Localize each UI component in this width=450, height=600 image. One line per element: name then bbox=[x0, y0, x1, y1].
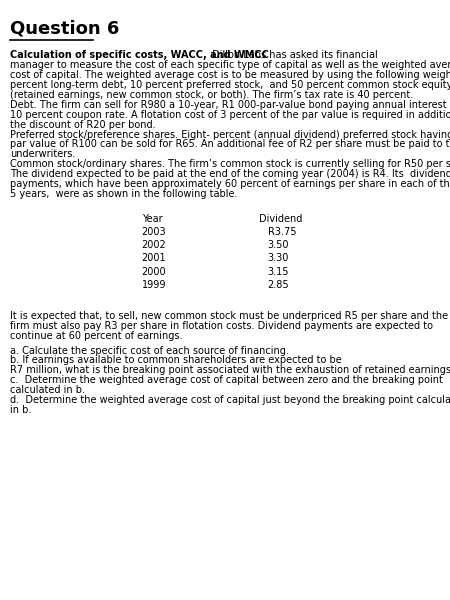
Text: 2003: 2003 bbox=[142, 227, 166, 237]
Text: Question 6: Question 6 bbox=[10, 19, 119, 37]
Text: It is expected that, to sell, new common stock must be underpriced R5 per share : It is expected that, to sell, new common… bbox=[10, 311, 448, 321]
Text: (retained earnings, new common stock, or both). The firm’s tax rate is 40 percen: (retained earnings, new common stock, or… bbox=[10, 90, 413, 100]
Text: Dividend: Dividend bbox=[259, 214, 302, 224]
Text: Preferred stock/preference shares. Eight- percent (annual dividend) preferred st: Preferred stock/preference shares. Eight… bbox=[10, 130, 450, 140]
Text: 2.85: 2.85 bbox=[268, 280, 289, 290]
Text: 2001: 2001 bbox=[142, 253, 166, 263]
Text: 2002: 2002 bbox=[142, 240, 166, 250]
Text: firm must also pay R3 per share in flotation costs. Dividend payments are expect: firm must also pay R3 per share in flota… bbox=[10, 321, 433, 331]
Text: payments, which have been approximately 60 percent of earnings per share in each: payments, which have been approximately … bbox=[10, 179, 450, 189]
Text: 10 percent coupon rate. A flotation cost of 3 percent of the par value is requir: 10 percent coupon rate. A flotation cost… bbox=[10, 110, 450, 120]
Text: calculated in b.: calculated in b. bbox=[10, 385, 85, 395]
Text: 3.15: 3.15 bbox=[268, 266, 289, 277]
Text: 2000: 2000 bbox=[142, 266, 166, 277]
Text: Common stock/ordinary shares. The firm’s common stock is currently selling for R: Common stock/ordinary shares. The firm’s… bbox=[10, 159, 450, 169]
Text: The dividend expected to be paid at the end of the coming year (2004) is R4. Its: The dividend expected to be paid at the … bbox=[10, 169, 450, 179]
Text: 3.30: 3.30 bbox=[268, 253, 289, 263]
Text: the discount of R20 per bond.: the discount of R20 per bond. bbox=[10, 119, 156, 130]
Text: a. Calculate the specific cost of each source of financing.: a. Calculate the specific cost of each s… bbox=[10, 346, 289, 356]
Text: continue at 60 percent of earnings.: continue at 60 percent of earnings. bbox=[10, 331, 182, 341]
Text: underwriters.: underwriters. bbox=[10, 149, 75, 160]
Text: Calculation of specific costs, WACC, and WMCC: Calculation of specific costs, WACC, and… bbox=[10, 50, 269, 61]
Text: 5 years,  were as shown in the following table.: 5 years, were as shown in the following … bbox=[10, 189, 238, 199]
Text: R3.75: R3.75 bbox=[268, 227, 296, 237]
Text: Year: Year bbox=[142, 214, 162, 224]
Text: manager to measure the cost of each specific type of capital as well as the weig: manager to measure the cost of each spec… bbox=[10, 61, 450, 70]
Text: 1999: 1999 bbox=[142, 280, 166, 290]
Text: d.  Determine the weighted average cost of capital just beyond the breaking poin: d. Determine the weighted average cost o… bbox=[10, 395, 450, 405]
Text: cost of capital. The weighted average cost is to be measured by using the follow: cost of capital. The weighted average co… bbox=[10, 70, 450, 80]
Text: percent long-term debt, 10 percent preferred stock,  and 50 percent common stock: percent long-term debt, 10 percent prefe… bbox=[10, 80, 450, 90]
Text: R7 million, what is the breaking point associated with the exhaustion of retaine: R7 million, what is the breaking point a… bbox=[10, 365, 450, 376]
Text: par value of R100 can be sold for R65. An additional fee of R2 per share must be: par value of R100 can be sold for R65. A… bbox=[10, 139, 450, 149]
Text: Dillon Labs has asked its financial: Dillon Labs has asked its financial bbox=[209, 50, 378, 61]
Text: b. If earnings available to common shareholders are expected to be: b. If earnings available to common share… bbox=[10, 355, 342, 365]
Text: c.  Determine the weighted average cost of capital between zero and the breaking: c. Determine the weighted average cost o… bbox=[10, 375, 443, 385]
Text: in b.: in b. bbox=[10, 405, 31, 415]
Text: 3.50: 3.50 bbox=[268, 240, 289, 250]
Text: Debt. The firm can sell for R980 a 10-year, R1 000-par-value bond paying annual : Debt. The firm can sell for R980 a 10-ye… bbox=[10, 100, 450, 110]
